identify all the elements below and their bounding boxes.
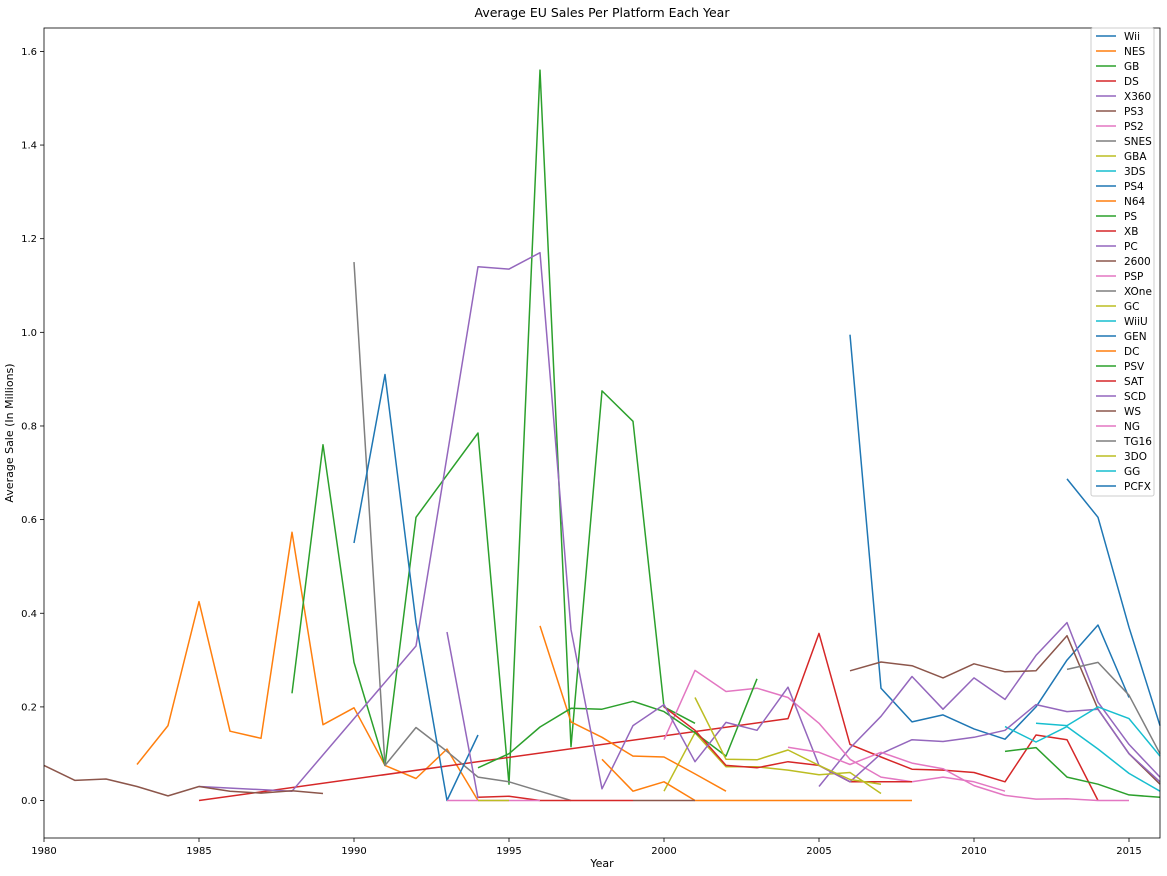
series-line-sat	[477, 795, 633, 802]
legend-label-scd: SCD	[1124, 391, 1146, 403]
legend-label-gen: GEN	[1124, 331, 1147, 343]
series-line-ps	[477, 678, 758, 769]
series-line-xb	[663, 706, 912, 783]
series-line-psv	[1004, 746, 1161, 799]
legend-label-ps4: PS4	[1124, 181, 1144, 193]
series-line-ps2	[663, 669, 1006, 792]
series-line-xone	[1066, 661, 1161, 755]
series-line-gb	[291, 69, 696, 785]
series-line-ps4	[1066, 478, 1161, 726]
legend-label-psp: PSP	[1124, 271, 1143, 283]
legend-label-dc: DC	[1124, 346, 1139, 358]
legend-label-snes: SNES	[1124, 136, 1152, 148]
x-axis-title: Year	[589, 857, 614, 870]
legend-label-gg: GG	[1124, 466, 1140, 478]
legend-label-2600: 2600	[1124, 256, 1151, 268]
series-line-dc	[601, 758, 912, 802]
x-tick-label: 2015	[1116, 846, 1141, 857]
series-line-x360	[818, 621, 1161, 787]
legend-label-pc: PC	[1124, 241, 1138, 253]
legend-label-xone: XOne	[1124, 286, 1152, 298]
legend-label-wii: Wii	[1124, 31, 1140, 43]
y-tick-label: 0.6	[21, 515, 37, 526]
x-tick-label: 1985	[186, 846, 211, 857]
legend-label-sat: SAT	[1124, 376, 1144, 388]
legend-label-gba: GBA	[1124, 151, 1147, 163]
legend-box	[1090, 27, 1155, 497]
y-tick-label: 0.4	[21, 609, 37, 620]
legend-label-ps3: PS3	[1124, 106, 1144, 118]
series-line-wii	[849, 334, 1130, 740]
legend-label-xb: XB	[1124, 226, 1138, 238]
legend-label-nes: NES	[1124, 46, 1145, 58]
x-tick-label: 2000	[651, 846, 676, 857]
series-line-ds	[198, 632, 1099, 802]
legend-label-gb: GB	[1124, 61, 1139, 73]
chart-title: Average EU Sales Per Platform Each Year	[475, 5, 731, 20]
y-axis-title: Average Sale (In Millions)	[3, 363, 16, 502]
series-line-pc	[198, 251, 1161, 792]
legend-label-ws: WS	[1124, 406, 1141, 418]
y-tick-label: 0.0	[21, 796, 37, 807]
legend-label-ds: DS	[1124, 76, 1139, 88]
x-tick-label: 1990	[341, 846, 366, 857]
x-tick-label: 2010	[961, 846, 986, 857]
legend-label-tg16: TG16	[1123, 436, 1152, 448]
legend-label-wiiu: WiiU	[1124, 316, 1148, 328]
legend-label-gc: GC	[1124, 301, 1139, 313]
legend-label-x360: X360	[1124, 91, 1151, 103]
legend-label-n64: N64	[1124, 196, 1146, 208]
y-tick-label: 0.2	[21, 702, 37, 713]
series-line-3ds	[1004, 725, 1161, 792]
legend: Wii NES GB DS X360 PS3 PS2 SNES GBA 3DS PS4 N64 PS XB…	[1090, 27, 1155, 497]
plot-frame	[43, 27, 1161, 839]
legend-label-ps: PS	[1124, 211, 1137, 223]
series-line-2600	[43, 764, 324, 797]
y-tick-label: 1.0	[21, 328, 37, 339]
series-line-gen	[353, 373, 479, 802]
series-layer	[43, 69, 1161, 802]
y-tick-label: 1.6	[21, 47, 37, 58]
series-line-snes	[353, 262, 572, 802]
legend-label-3ds: 3DS	[1124, 166, 1146, 178]
legend-label-ps2: PS2	[1124, 121, 1144, 133]
legend-label-pcfx: PCFX	[1124, 481, 1151, 493]
series-line-gc	[694, 697, 882, 785]
y-tick-label: 1.2	[21, 234, 37, 245]
x-tick-label: 2005	[806, 846, 831, 857]
y-tick-label: 1.4	[21, 141, 37, 152]
series-line-scd	[446, 631, 479, 799]
series-line-wiiu	[1035, 706, 1161, 757]
x-tick-label: 1995	[496, 846, 521, 857]
y-axis: 0.0 0.2 0.4 0.6 0.8 1.0 1.2 1.4 1.6	[21, 47, 44, 807]
legend-label-psv: PSV	[1124, 361, 1145, 373]
series-line-gba	[663, 731, 882, 795]
x-axis: 1980 1985 1990 1995 2000 2005 2010 2015	[31, 838, 1142, 857]
y-tick-label: 0.8	[21, 421, 37, 432]
legend-label-ng: NG	[1124, 421, 1140, 433]
legend-label-3do: 3DO	[1124, 451, 1147, 463]
series-line-nes	[136, 531, 479, 801]
series-line-psp	[787, 746, 1129, 802]
series-line-n64	[539, 625, 727, 792]
x-tick-label: 1980	[31, 846, 56, 857]
